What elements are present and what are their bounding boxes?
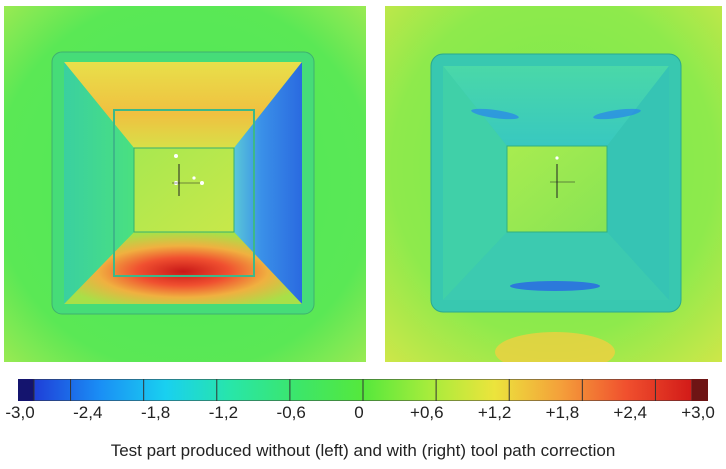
colorbar-tick-label: +1,2 [477, 403, 512, 422]
colorbar-max-cap [692, 379, 708, 401]
colorbar-tick-label: -1,2 [208, 403, 239, 422]
colorbar-tick-label: -0,6 [276, 403, 306, 422]
colorbar-tick-label: +2,4 [613, 403, 647, 422]
colorbar-tick-label: +0,6 [410, 403, 444, 422]
colorbar-tick-label: +3,0 [681, 403, 715, 422]
colorbar-min-cap [18, 379, 34, 401]
test-part-left-image [4, 6, 366, 362]
figure-caption: Test part produced without (left) and wi… [110, 441, 616, 460]
deviation-colorbar [18, 379, 708, 401]
colorbar-tick-label: 0 [354, 403, 364, 422]
colorbar-tick-label: +1,8 [545, 403, 580, 422]
colorbar-tick-label: -3,0 [5, 403, 35, 422]
colorbar-tick-label: -1,8 [140, 403, 171, 422]
test-part-right-image [385, 6, 722, 362]
colorbar-tick-label: -2,4 [73, 403, 103, 422]
